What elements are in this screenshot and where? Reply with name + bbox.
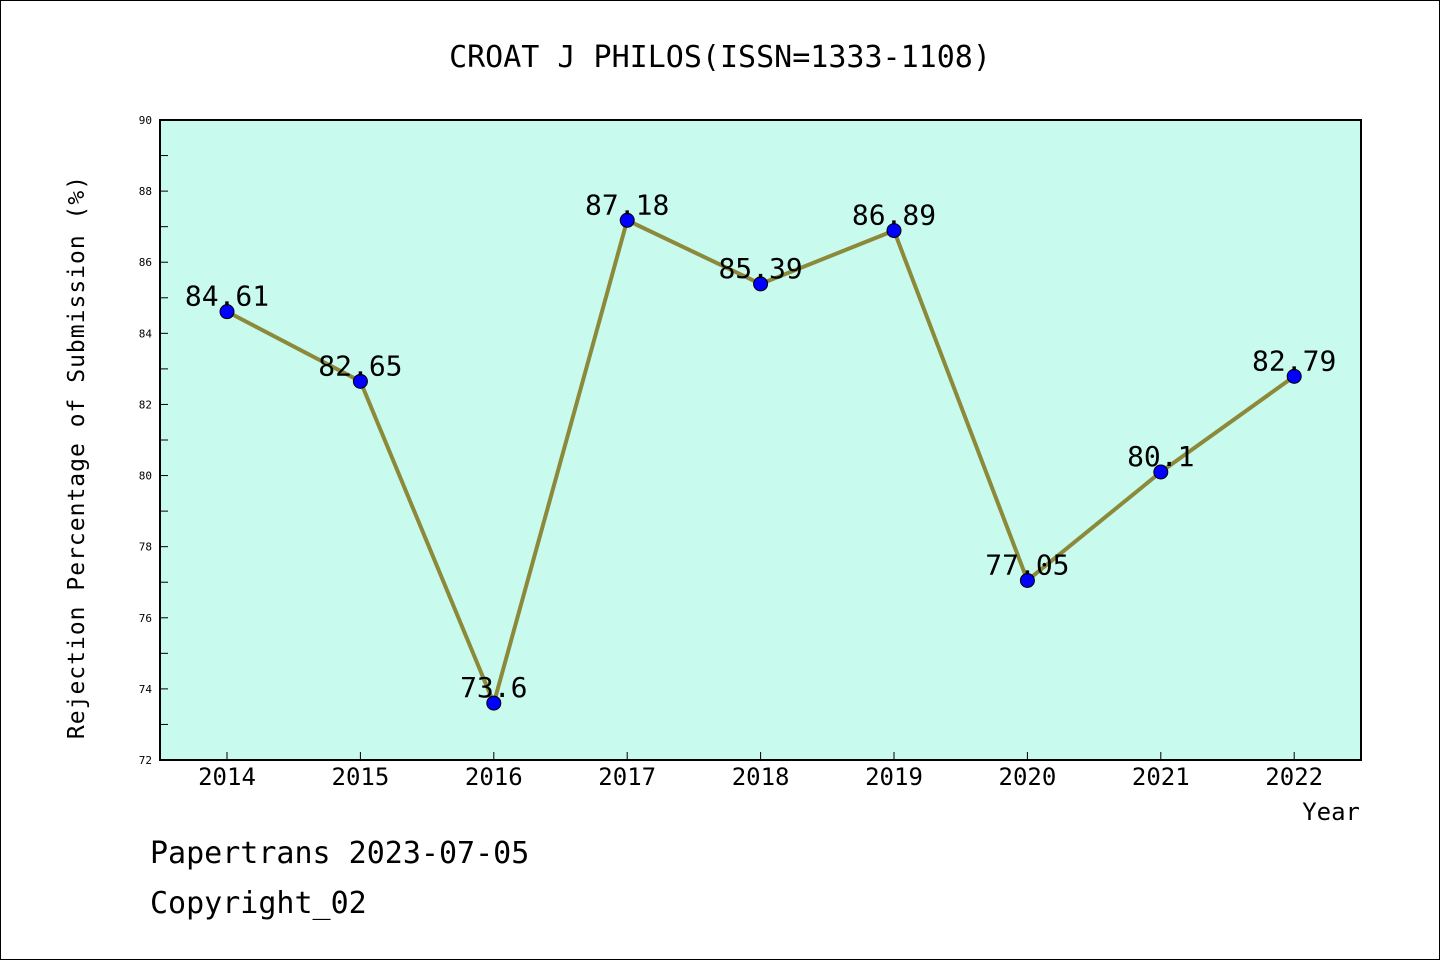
data-label: 84.61 [185, 280, 269, 313]
y-tick-label: 72 [139, 754, 152, 767]
footer-source-date: Papertrans 2023-07-05 [150, 836, 530, 871]
y-axis: 72 74 76 78 80 82 84 86 88 90 [139, 114, 168, 767]
data-label: 87.18 [585, 188, 669, 221]
data-point [352, 373, 368, 389]
data-point [1019, 572, 1035, 588]
x-tick-label: 2019 [865, 763, 923, 791]
x-tick-label: 2022 [1265, 763, 1323, 791]
y-axis-label: Rejection Percentage of Submission (%) [64, 175, 90, 739]
x-axis: 2014 2015 2016 2017 2018 2019 2020 2021 2022 [198, 752, 1323, 791]
x-tick-label: 2020 [999, 763, 1057, 791]
data-label: 86.89 [852, 199, 936, 232]
data-point [1153, 464, 1169, 480]
x-axis-label: Year [1302, 798, 1360, 826]
data-labels: 84.61 82.65 73.6 87.18 85.39 86.89 77.05 80.1 82… [185, 188, 1336, 704]
data-label: 77.05 [985, 548, 1069, 581]
data-label: 80.1 [1127, 440, 1194, 473]
data-point [486, 695, 502, 711]
y-tick-label: 80 [139, 470, 152, 483]
data-label: 73.6 [460, 671, 527, 704]
data-point [219, 304, 235, 320]
data-markers [219, 212, 1302, 711]
chart-title: CROAT J PHILOS(ISSN=1333-1108) [449, 40, 991, 75]
x-tick-label: 2014 [198, 763, 256, 791]
x-tick-label: 2021 [1132, 763, 1190, 791]
x-tick-label: 2017 [598, 763, 656, 791]
y-tick-label: 82 [139, 398, 152, 411]
data-point [619, 212, 635, 228]
y-tick-label: 84 [139, 327, 153, 340]
y-tick-label: 88 [139, 185, 152, 198]
data-point [886, 223, 902, 239]
plot-area [159, 119, 1362, 761]
x-tick-label: 2016 [465, 763, 523, 791]
x-tick-label: 2018 [732, 763, 790, 791]
y-tick-label: 78 [139, 541, 152, 554]
y-tick-label: 90 [139, 114, 152, 127]
data-label: 82.65 [318, 349, 402, 382]
y-tick-label: 76 [139, 612, 152, 625]
data-point [1286, 368, 1302, 384]
y-tick-label: 86 [139, 256, 152, 269]
data-label: 82.79 [1252, 344, 1336, 377]
data-point [753, 276, 769, 292]
footer-copyright: Copyright_02 [150, 886, 367, 921]
data-label: 85.39 [718, 252, 802, 285]
x-tick-label: 2015 [332, 763, 390, 791]
y-tick-label: 74 [139, 683, 153, 696]
